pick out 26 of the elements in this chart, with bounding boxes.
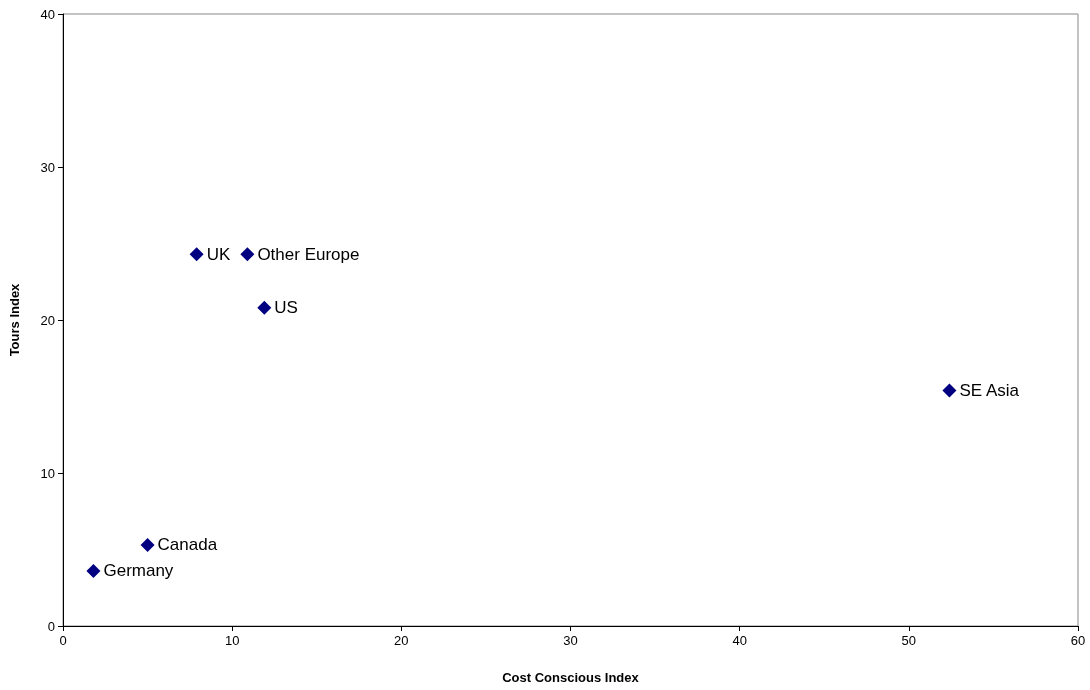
y-axis-title: Tours Index	[7, 282, 22, 357]
annotation: Canada	[157, 535, 218, 555]
x-tick-label: 60	[1070, 633, 1086, 648]
y-tick-label: 40	[40, 6, 55, 22]
x-tick-label: 50	[901, 633, 917, 648]
annotation: UK	[206, 244, 231, 264]
y-tick-label: 10	[40, 465, 55, 481]
point	[942, 383, 957, 398]
y-tick-label: 0	[47, 618, 55, 634]
x-tick-label: 0	[59, 633, 67, 648]
x-tick-label: 30	[563, 633, 578, 648]
point	[86, 563, 101, 578]
x-axis-title: Cost Conscious Index	[502, 670, 640, 685]
point	[240, 247, 255, 262]
annotation: SE Asia	[959, 380, 1020, 400]
point	[189, 247, 204, 262]
annotation: US	[274, 298, 298, 318]
annotation: Other Europe	[257, 244, 360, 264]
x-tick-label: 20	[394, 633, 409, 648]
point	[140, 537, 155, 552]
point	[257, 300, 272, 315]
y-tick-label: 20	[40, 312, 55, 328]
x-tick-label: 10	[224, 633, 240, 648]
annotation: Germany	[103, 561, 174, 581]
x-tick-label: 40	[732, 633, 747, 648]
y-tick-label: 30	[40, 159, 55, 175]
